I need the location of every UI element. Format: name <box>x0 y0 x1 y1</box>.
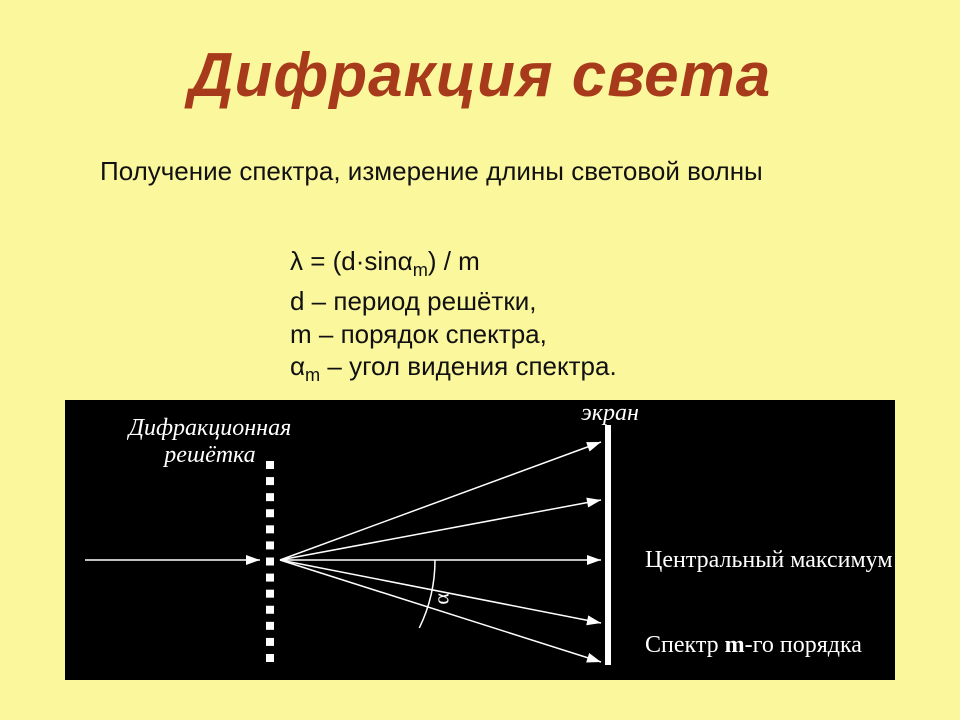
formula-subscript: m <box>413 260 428 280</box>
formula-suffix: ) / m <box>428 246 480 276</box>
svg-text:Дифракционная: Дифракционная <box>127 415 292 441</box>
slide-subtitle: Получение спектра, измерение длины свето… <box>100 155 900 189</box>
svg-text:решётка: решётка <box>162 442 255 468</box>
legend-alpha-prefix: α <box>290 351 305 381</box>
formula-prefix: λ = (d·sinα <box>290 246 413 276</box>
svg-text:α: α <box>429 593 454 605</box>
formula: λ = (d·sinαm) / m <box>290 246 480 281</box>
legend-d: d – период решётки, <box>290 285 617 318</box>
legend-alpha: αm – угол видения спектра. <box>290 350 617 387</box>
legend: d – период решётки, m – порядок спектра,… <box>290 285 617 387</box>
svg-text:Центральный максимум: Центральный максимум <box>645 547 893 573</box>
diffraction-diagram: α Дифракционнаярешётка экран Центральный ма… <box>65 400 895 680</box>
svg-text:экран: экран <box>581 400 639 426</box>
svg-text:Спектр m-го порядка: Спектр m-го порядка <box>645 632 862 658</box>
diagram-svg: α Дифракционнаярешётка экран Центральный ма… <box>65 400 895 680</box>
slide: Дифракция света Получение спектра, измер… <box>0 0 960 720</box>
legend-alpha-sub: m <box>305 365 320 385</box>
legend-m: m – порядок спектра, <box>290 318 617 351</box>
slide-title: Дифракция света <box>0 40 960 111</box>
legend-alpha-suffix: – угол видения спектра. <box>320 351 617 381</box>
